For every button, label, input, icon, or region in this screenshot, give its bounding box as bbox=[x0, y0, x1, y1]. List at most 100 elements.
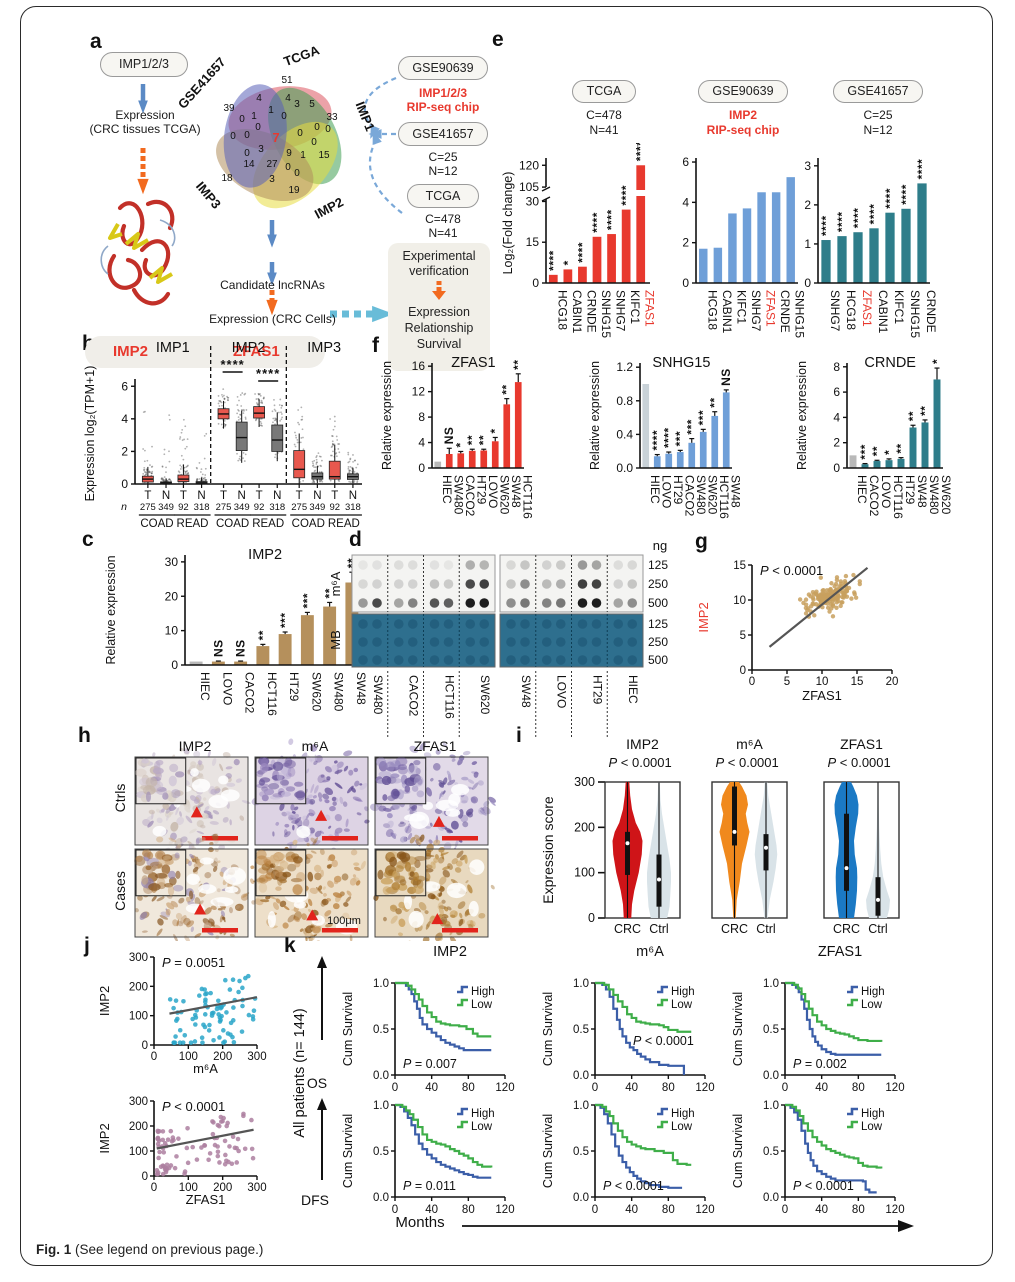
svg-text:1: 1 bbox=[804, 237, 811, 251]
svg-text:40: 40 bbox=[815, 1204, 828, 1216]
svg-text:Expression log₂(TPM+1): Expression log₂(TPM+1) bbox=[83, 366, 97, 502]
panel-label-i: i bbox=[516, 724, 522, 747]
chart-d-dotblot: ng SW480 CACO2 HCT116 SW620 SW48 LOVO HT29 HIEC 1… bbox=[330, 538, 668, 738]
flow-node-imp123: IMP1/2/3 bbox=[100, 52, 188, 77]
svg-text:HIEC: HIEC bbox=[626, 675, 640, 704]
svg-text:**: ** bbox=[918, 406, 932, 416]
flow-gse41657-line1: C=25 bbox=[428, 150, 458, 164]
k-col-title-imp2: IMP2 bbox=[433, 944, 467, 960]
svg-text:COAD: COAD bbox=[140, 518, 173, 530]
svg-text:ZFAS1: ZFAS1 bbox=[802, 688, 842, 703]
svg-text:CRC: CRC bbox=[614, 922, 641, 936]
svg-text:ZFAS1: ZFAS1 bbox=[840, 736, 883, 752]
svg-text:318: 318 bbox=[269, 502, 285, 513]
svg-text:120: 120 bbox=[495, 1204, 514, 1216]
svg-text:***: *** bbox=[696, 410, 710, 426]
svg-text:275: 275 bbox=[291, 502, 307, 513]
svg-text:15: 15 bbox=[733, 560, 746, 572]
k-months-label: Months bbox=[395, 1214, 445, 1231]
svg-text:3: 3 bbox=[804, 159, 811, 173]
svg-text:SNHG15: SNHG15 bbox=[599, 290, 613, 338]
svg-text:****: **** bbox=[867, 204, 881, 225]
svg-text:Low: Low bbox=[861, 1121, 883, 1133]
svg-text:20: 20 bbox=[165, 589, 179, 603]
svg-text:0: 0 bbox=[142, 1040, 148, 1052]
svg-text:100: 100 bbox=[574, 866, 595, 880]
svg-text:10: 10 bbox=[165, 624, 179, 638]
svg-text:CACO2: CACO2 bbox=[243, 672, 257, 714]
svg-text:Ctrl: Ctrl bbox=[649, 922, 668, 936]
svg-text:0: 0 bbox=[325, 124, 331, 135]
svg-text:N: N bbox=[197, 490, 205, 502]
svg-text:LOVO: LOVO bbox=[486, 475, 500, 508]
svg-text:500: 500 bbox=[648, 596, 668, 610]
svg-text:Relative expression: Relative expression bbox=[588, 361, 602, 470]
svg-text:MB: MB bbox=[330, 630, 343, 650]
chart-c-imp2-bar: 0 10 20 30 HIEC NS LOVO NS CACO2 ** HCT116 *** HT29 *… bbox=[104, 547, 368, 716]
panel-label-d: d bbox=[349, 528, 362, 551]
svg-text:NS: NS bbox=[211, 639, 225, 657]
svg-text:1.0: 1.0 bbox=[373, 978, 389, 990]
panel-label-h: h bbox=[78, 724, 91, 747]
svg-text:Low: Low bbox=[671, 999, 693, 1011]
svg-text:1: 1 bbox=[268, 105, 274, 116]
flow-candidate-lncrnas: Candidate lncRNAs bbox=[220, 278, 325, 292]
svg-text:15: 15 bbox=[318, 150, 330, 161]
svg-text:****: **** bbox=[899, 184, 913, 205]
svg-text:1.2: 1.2 bbox=[616, 360, 633, 374]
svg-text:0: 0 bbox=[804, 276, 811, 290]
svg-text:2: 2 bbox=[682, 236, 689, 250]
svg-text:P < 0.0001: P < 0.0001 bbox=[828, 755, 891, 770]
svg-text:250: 250 bbox=[648, 635, 668, 649]
svg-text:****: **** bbox=[915, 159, 929, 180]
svg-text:0: 0 bbox=[142, 1171, 148, 1183]
svg-text:CRNDE: CRNDE bbox=[864, 355, 916, 371]
svg-text:0: 0 bbox=[151, 1182, 157, 1194]
panel-label-k: k bbox=[284, 934, 296, 957]
svg-text:40: 40 bbox=[625, 1204, 638, 1216]
flow-gse41657-line2: N=12 bbox=[428, 164, 458, 178]
svg-text:0: 0 bbox=[833, 461, 840, 475]
svg-text:READ: READ bbox=[252, 518, 284, 530]
svg-text:0: 0 bbox=[121, 477, 128, 491]
svg-text:0: 0 bbox=[314, 122, 320, 133]
svg-text:4: 4 bbox=[256, 93, 262, 104]
svg-text:CABIN1: CABIN1 bbox=[720, 290, 734, 334]
svg-text:8: 8 bbox=[418, 410, 425, 424]
svg-text:Low: Low bbox=[471, 1121, 493, 1133]
svg-text:READ: READ bbox=[328, 518, 360, 530]
svg-text:125: 125 bbox=[648, 617, 668, 631]
svg-text:0: 0 bbox=[392, 1204, 398, 1216]
svg-text:***: *** bbox=[278, 612, 292, 628]
svg-text:**: ** bbox=[256, 630, 270, 640]
svg-text:6: 6 bbox=[833, 385, 840, 399]
svg-text:318: 318 bbox=[194, 502, 210, 513]
svg-text:Cum Survival: Cum Survival bbox=[541, 992, 555, 1066]
panel-label-f: f bbox=[372, 334, 379, 357]
svg-text:CRC: CRC bbox=[833, 922, 860, 936]
svg-text:30: 30 bbox=[526, 194, 540, 208]
svg-text:N: N bbox=[313, 490, 321, 502]
svg-text:0: 0 bbox=[532, 276, 539, 290]
svg-text:CRNDE: CRNDE bbox=[924, 290, 938, 333]
svg-text:SNHG15: SNHG15 bbox=[793, 290, 806, 338]
svg-text:HCG18: HCG18 bbox=[555, 290, 569, 330]
svg-text:*: * bbox=[488, 428, 502, 433]
svg-text:HIEC: HIEC bbox=[198, 672, 212, 701]
svg-text:N: N bbox=[349, 490, 357, 502]
svg-text:Cum Survival: Cum Survival bbox=[731, 992, 745, 1066]
svg-text:1.0: 1.0 bbox=[763, 1100, 779, 1112]
svg-text:T: T bbox=[331, 490, 338, 502]
svg-text:SW48: SW48 bbox=[354, 672, 368, 705]
svg-text:0: 0 bbox=[255, 122, 261, 133]
svg-text:***: *** bbox=[858, 444, 872, 460]
svg-text:ng: ng bbox=[653, 538, 667, 553]
svg-text:P = 0.002: P = 0.002 bbox=[793, 1057, 847, 1071]
svg-text:0: 0 bbox=[297, 128, 303, 139]
svg-text:P < 0.0001: P < 0.0001 bbox=[609, 755, 672, 770]
svg-text:CABIN1: CABIN1 bbox=[570, 290, 584, 334]
svg-text:0.0: 0.0 bbox=[616, 461, 633, 475]
svg-text:****: **** bbox=[650, 430, 664, 451]
svg-text:Expression score: Expression score bbox=[540, 796, 556, 904]
